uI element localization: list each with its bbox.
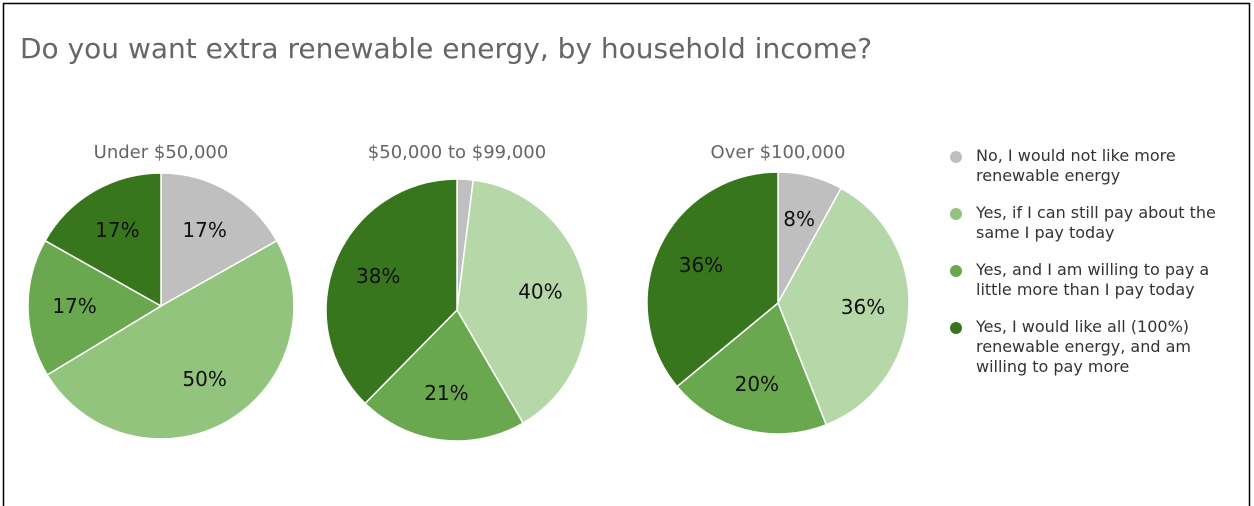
data-label: 8% <box>783 207 815 231</box>
data-label: 21% <box>424 381 468 405</box>
pie-slice <box>27 239 163 376</box>
legend-swatch <box>950 265 962 277</box>
data-label: 17% <box>182 218 226 242</box>
pie-slice <box>777 187 910 426</box>
pie-slice <box>160 172 278 308</box>
pie-title: Over $100,000 <box>711 142 846 163</box>
legend-item: Yes, and I am willing to pay a little mo… <box>950 260 1230 300</box>
legend-label: No, I would not like more renewable ener… <box>976 146 1176 185</box>
legend-item: Yes, I would like all (100%) renewable e… <box>950 317 1230 377</box>
legend-item: No, I would not like more renewable ener… <box>950 146 1230 186</box>
pie-slice <box>646 171 779 388</box>
pie-slice <box>44 172 162 308</box>
pie-slice <box>46 239 295 440</box>
data-label: 36% <box>679 253 723 277</box>
legend-item: Yes, if I can still pay about the same I… <box>950 203 1230 243</box>
data-label: 40% <box>518 279 562 303</box>
data-label: 50% <box>182 367 226 391</box>
chart-title: Do you want extra renewable energy, by h… <box>20 32 872 65</box>
legend-swatch <box>950 208 962 220</box>
data-label: 38% <box>356 264 400 288</box>
legend: No, I would not like more renewable ener… <box>950 146 1230 394</box>
pie-slice <box>456 179 589 425</box>
legend-label: Yes, I would like all (100%) renewable e… <box>976 317 1191 376</box>
data-label: 20% <box>735 372 779 396</box>
data-label: 36% <box>841 295 885 319</box>
legend-label: Yes, if I can still pay about the same I… <box>976 203 1216 242</box>
legend-swatch <box>950 151 962 163</box>
data-label: 17% <box>52 294 96 318</box>
pie-title: $50,000 to $99,000 <box>368 142 546 163</box>
pie-slice <box>676 301 828 435</box>
pie-slice <box>325 178 458 405</box>
legend-swatch <box>950 322 962 334</box>
legend-label: Yes, and I am willing to pay a little mo… <box>976 260 1210 299</box>
pie-title: Under $50,000 <box>94 142 229 163</box>
pie-slice <box>364 308 525 442</box>
data-label: 17% <box>95 218 139 242</box>
